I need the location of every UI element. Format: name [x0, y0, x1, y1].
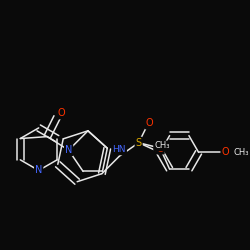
Text: O: O	[222, 148, 230, 158]
Text: S: S	[136, 138, 142, 148]
Text: CH₃: CH₃	[154, 142, 170, 150]
Text: O: O	[57, 108, 65, 118]
Text: O: O	[146, 118, 153, 128]
Text: N: N	[35, 166, 42, 175]
Text: N: N	[65, 145, 72, 155]
Text: CH₃: CH₃	[234, 148, 249, 157]
Text: O: O	[156, 144, 164, 154]
Text: HN: HN	[112, 145, 126, 154]
